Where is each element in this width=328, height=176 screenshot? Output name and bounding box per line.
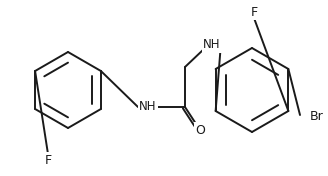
Text: NH: NH — [139, 100, 157, 114]
Text: O: O — [195, 124, 205, 137]
Text: Br: Br — [310, 111, 324, 124]
Text: NH: NH — [203, 39, 221, 52]
Text: F: F — [251, 5, 257, 18]
Text: F: F — [44, 153, 51, 166]
